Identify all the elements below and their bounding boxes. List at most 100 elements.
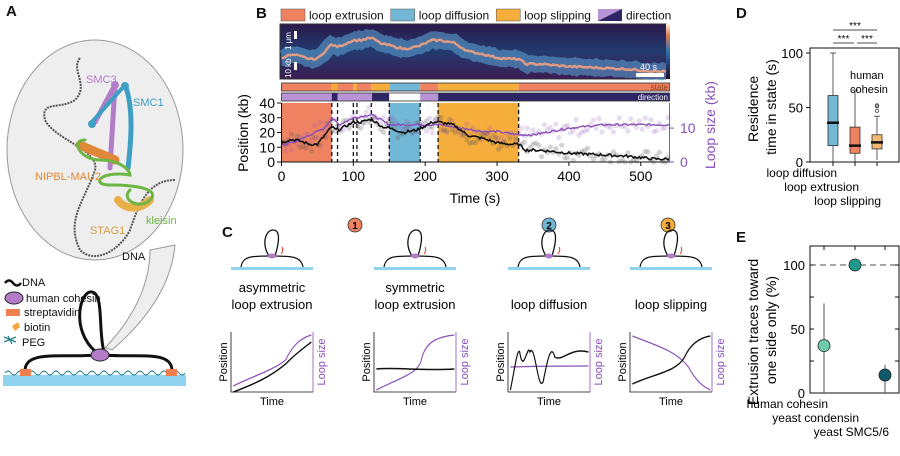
position-datapoint (533, 140, 539, 146)
direction-arrow-icon (423, 246, 427, 255)
cohesin-icon (545, 253, 553, 259)
y-tick-label-b: 0 (267, 154, 275, 170)
position-datapoint (386, 118, 392, 124)
loop-size-datapoint (653, 128, 660, 134)
loop-size-datapoint (513, 138, 519, 144)
loop-size-datapoint (438, 126, 444, 133)
mini-position-curve (632, 335, 711, 385)
dna-loop-icon (663, 229, 679, 257)
position-datapoint (590, 156, 596, 162)
panel-label-a: A (6, 3, 17, 20)
position-datapoint (561, 155, 568, 161)
direction-bar-label: direction (638, 93, 668, 102)
state-badge-1 (347, 217, 363, 233)
loop-size-trace (281, 113, 670, 146)
loop-size-datapoint (607, 124, 614, 131)
x-tick-label-b: 400 (557, 168, 581, 184)
direction-segment-light (337, 93, 373, 101)
mini-axes (230, 332, 313, 393)
dna-strand-illustration (43, 57, 176, 257)
loop-size-datapoint (636, 118, 642, 124)
surface-icon (508, 267, 590, 270)
legend-swatch-slipping (495, 8, 521, 22)
loop-size-datapoint (616, 115, 622, 121)
y-tick-label-d: 100 (781, 46, 803, 61)
loop-size-datapoint (429, 130, 435, 136)
position-datapoint (610, 149, 617, 155)
position-datapoint (602, 156, 608, 162)
position-datapoint (481, 132, 487, 138)
loop-size-datapoint (372, 115, 378, 121)
dna-icon (4, 279, 22, 287)
mini-y2-label: Loop size (316, 338, 328, 385)
loop-size-datapoint (424, 128, 430, 134)
legend-loop-slipping: loop slipping (524, 9, 591, 23)
loop-size-datapoint (628, 116, 634, 122)
position-datapoint (303, 145, 309, 151)
cohesin-icon (667, 253, 675, 259)
position-datapoint (300, 143, 306, 149)
datapoint-human-cohesin (817, 339, 831, 353)
position-datapoint (418, 119, 424, 126)
state-segment-extrusion (518, 83, 670, 91)
position-datapoint (470, 139, 476, 146)
position-datapoint (493, 134, 499, 140)
panel-label-b: B (256, 5, 267, 22)
scale-label-distance: 1 μm (284, 32, 293, 50)
loop-size-datapoint (464, 121, 470, 127)
loop-size-datapoint (561, 123, 568, 129)
schematic-plot-3: Time Position Loop size (495, 332, 605, 408)
position-datapoint (536, 142, 542, 148)
position-datapoint (547, 144, 553, 150)
direction-swatch-dark (597, 9, 622, 21)
y-tick-label-d: 0 (796, 155, 803, 170)
state-segment-slipping (331, 83, 338, 91)
schematic-plot-4: Time Position Loop size (617, 332, 727, 408)
loop-size-datapoint (559, 127, 565, 133)
state-bar (281, 82, 670, 92)
y-tick-label-e: 100 (783, 258, 805, 273)
state-segment-extrusion (337, 83, 354, 91)
y-tick-label-b: 30 (259, 110, 275, 126)
direction-segment-light (281, 93, 332, 101)
legend-direction: direction (626, 9, 671, 23)
position-datapoint (395, 135, 401, 141)
position-datapoint (309, 148, 315, 154)
mini-axes (373, 332, 456, 393)
label-kleisin: kleisin (146, 215, 177, 227)
loop-size-datapoint (294, 142, 300, 148)
position-datapoint (449, 127, 456, 133)
state-segment-extrusion (356, 83, 372, 91)
label-smc3: SMC3 (86, 74, 117, 86)
position-datapoint (584, 145, 591, 151)
loop-size-datapoint (421, 120, 427, 126)
y-axis-label-d: Residence time in state (s) (745, 59, 779, 155)
loop-size-datapoint (490, 132, 496, 139)
mini-x-label: Time (659, 396, 683, 408)
mini-y-label: Position (617, 342, 629, 381)
loop-size-datapoint (547, 124, 553, 130)
loop-size-datapoint (501, 137, 507, 144)
label-stag1: STAG1 (90, 225, 125, 237)
legend-loop-diffusion: loop diffusion (419, 9, 490, 23)
schematic-2 (374, 229, 456, 270)
mini-y2-label: Loop size (715, 338, 727, 385)
loop-size-datapoint (366, 104, 372, 110)
loop-size-datapoint (556, 134, 562, 141)
loop-size-datapoint (590, 117, 596, 123)
loop-size-datapoint (380, 114, 387, 120)
mini-position-curve (509, 349, 589, 391)
loop-behaviour-schematics: 1 2 3 asymmetric loop extrusion Time Position L… (218, 217, 727, 408)
loop-size-datapoint (625, 128, 631, 134)
position-datapoint (357, 125, 364, 131)
shaded-region-extrusion (281, 103, 332, 162)
x-tick-label-d: loop diffusion (767, 166, 838, 180)
position-trace (280, 117, 671, 162)
position-datapoint (559, 142, 565, 148)
panel-label-c: C (222, 224, 233, 241)
direction-bar (281, 92, 670, 102)
loop-size-datapoint (622, 123, 628, 130)
state-segment-slipping (353, 83, 357, 91)
position-datapoint (438, 114, 444, 121)
loop-size-datapoint (648, 116, 654, 123)
